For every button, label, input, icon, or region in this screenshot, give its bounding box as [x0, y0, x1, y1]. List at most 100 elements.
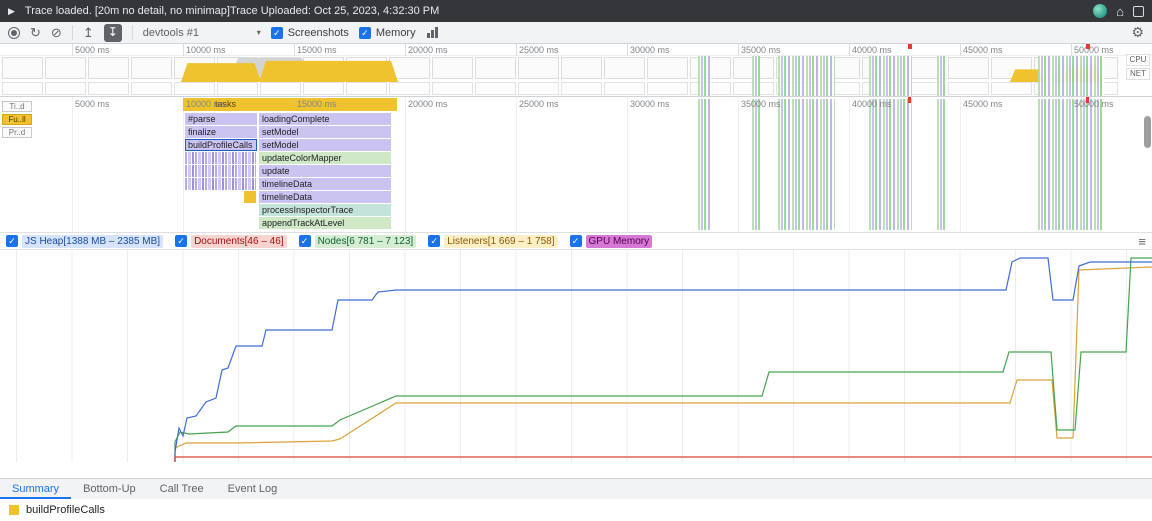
filmstrip-frame[interactable]	[131, 82, 172, 95]
filmstrip-frame[interactable]	[518, 82, 559, 95]
flame-entry[interactable]	[244, 191, 257, 203]
memory-counter-toggle[interactable]: ✓ Listeners[1 669 – 1 758]	[428, 234, 558, 248]
session-select-value: devtools #1	[142, 26, 199, 39]
selected-event-label: buildProfileCalls	[26, 504, 105, 516]
filmstrip-frame[interactable]	[432, 82, 473, 95]
activity-cluster	[1038, 56, 1104, 96]
memory-counter-toggle[interactable]: ✓ JS Heap[1388 MB – 2385 MB]	[6, 234, 164, 248]
screenshot-thumbnail[interactable]	[604, 57, 645, 79]
gear-icon[interactable]: ⚙	[1131, 24, 1144, 40]
filmstrip-frame[interactable]	[45, 82, 86, 95]
clear-icon[interactable]: ⊘	[50, 24, 62, 40]
activity-cluster	[1038, 99, 1104, 230]
flame-scrollbar[interactable]	[1144, 113, 1151, 230]
tick-line	[738, 44, 739, 56]
screenshot-thumbnail[interactable]	[432, 57, 473, 79]
legend-menu-icon[interactable]: ≡	[1138, 233, 1146, 249]
filmstrip-frame[interactable]	[346, 82, 387, 95]
flame-entry[interactable]: timelineData	[259, 191, 392, 203]
grid-line	[849, 97, 850, 232]
red-marker	[908, 44, 912, 49]
scrollbar-thumb[interactable]	[1144, 116, 1151, 148]
tick-label: 50000 ms	[1074, 99, 1114, 109]
flame-row: update	[0, 165, 1152, 178]
filmstrip-frame[interactable]	[2, 82, 43, 95]
filmstrip-frame[interactable]	[389, 82, 430, 95]
flame-entry[interactable]	[185, 152, 257, 164]
track-chip-1[interactable]: Ti..d	[2, 101, 32, 112]
filmstrip-frame[interactable]	[991, 82, 1032, 95]
screenshot-thumbnail[interactable]	[2, 57, 43, 79]
memory-checkbox[interactable]: ✓ Memory	[358, 26, 416, 39]
tick-label: 5000 ms	[75, 99, 110, 109]
main-flame-chart[interactable]: tasks 5000 ms 10000 ms 15000 ms 20000 ms 250…	[0, 97, 1152, 232]
filmstrip-frame[interactable]	[948, 82, 989, 95]
flame-entry[interactable]: loadingComplete	[259, 113, 392, 125]
tab-call-tree[interactable]: Call Tree	[159, 483, 204, 495]
download-trace-icon[interactable]: ↧	[103, 23, 122, 42]
record-icon[interactable]	[8, 26, 20, 39]
filmstrip-frame[interactable]	[217, 82, 258, 95]
flame-entry[interactable]: setModel	[259, 139, 392, 151]
flame-entry[interactable]: timelineData	[259, 178, 392, 190]
menu-icon[interactable]	[1133, 5, 1144, 17]
screenshot-thumbnail[interactable]	[88, 57, 129, 79]
flame-entry[interactable]	[185, 178, 257, 190]
checkbox-checked-icon: ✓	[270, 26, 283, 39]
grid-line	[183, 97, 184, 232]
reload-and-record-icon[interactable]: ↻	[30, 24, 41, 40]
screenshot-thumbnail[interactable]	[561, 57, 602, 79]
screenshot-thumbnail[interactable]	[647, 57, 688, 79]
flame-row: timelineData	[0, 178, 1152, 191]
filmstrip-frame[interactable]	[475, 82, 516, 95]
tasks-bar[interactable]: tasks	[183, 98, 397, 111]
home-icon[interactable]: ⌂	[1116, 3, 1124, 19]
chevron-down-icon: ▾	[256, 28, 261, 37]
flame-entry[interactable]: appendTrackAtLevel	[259, 217, 392, 229]
flame-entry[interactable]: #parse	[185, 113, 258, 125]
tab-bottom-up[interactable]: Bottom-Up	[83, 483, 136, 495]
timeline-overview[interactable]: 5000 ms 10000 ms 15000 ms 20000 ms 25000 ms 3…	[0, 44, 1152, 97]
session-select[interactable]: devtools #1 ▾	[143, 27, 261, 39]
filmstrip-frame[interactable]	[174, 82, 215, 95]
checkbox-checked-icon: ✓	[6, 235, 18, 247]
flame-row: timelineData	[0, 191, 1152, 204]
tick-label: 45000 ms	[963, 45, 1003, 55]
upload-trace-icon[interactable]: ↥	[82, 24, 94, 40]
expand-arrow-icon[interactable]: ▶	[8, 5, 15, 16]
screenshot-thumbnail[interactable]	[948, 57, 989, 79]
memory-counter-toggle[interactable]: ✓ GPU Memory	[569, 234, 653, 248]
flame-entry[interactable]: update	[259, 165, 392, 177]
track-chip-3[interactable]: Pr..d	[2, 127, 32, 138]
flame-entry[interactable]	[185, 165, 257, 177]
tick-label: 25000 ms	[519, 99, 559, 109]
filmstrip-frame[interactable]	[260, 82, 301, 95]
flame-entry[interactable]: buildProfileCalls	[185, 139, 257, 151]
tab-event-log[interactable]: Event Log	[227, 483, 278, 495]
filmstrip-frame[interactable]	[604, 82, 645, 95]
screenshot-thumbnail[interactable]	[45, 57, 86, 79]
flame-entry[interactable]: processInspectorTrace	[259, 204, 392, 216]
checkbox-checked-icon: ✓	[428, 235, 441, 247]
screenshot-thumbnail[interactable]	[518, 57, 559, 79]
summary-panel: buildProfileCalls	[0, 499, 1152, 521]
memory-counter-toggle[interactable]: ✓ Nodes[6 781 – 7 123]	[298, 234, 417, 248]
memory-chart[interactable]	[0, 250, 1152, 462]
filmstrip-frame[interactable]	[88, 82, 129, 95]
filmstrip-frame[interactable]	[561, 82, 602, 95]
filmstrip-frame[interactable]	[303, 82, 344, 95]
activity-cluster	[752, 99, 760, 230]
memory-counter-label: Nodes[6 781 – 7 123]	[314, 234, 417, 248]
avatar[interactable]	[1093, 4, 1108, 18]
screenshot-thumbnail[interactable]	[475, 57, 516, 79]
screenshots-checkbox[interactable]: ✓ Screenshots	[270, 26, 349, 39]
screenshot-thumbnail[interactable]	[131, 57, 172, 79]
flame-entry[interactable]: updateColorMapper	[259, 152, 392, 164]
filmstrip-frame[interactable]	[647, 82, 688, 95]
tab-summary[interactable]: Summary	[0, 479, 71, 499]
flame-entry[interactable]: finalize	[185, 126, 258, 138]
flame-entry[interactable]: setModel	[259, 126, 392, 138]
stats-icon[interactable]	[426, 26, 439, 39]
track-chip-2[interactable]: Fu..ll	[2, 114, 32, 125]
memory-counter-toggle[interactable]: ✓ Documents[46 – 46]	[175, 234, 287, 248]
